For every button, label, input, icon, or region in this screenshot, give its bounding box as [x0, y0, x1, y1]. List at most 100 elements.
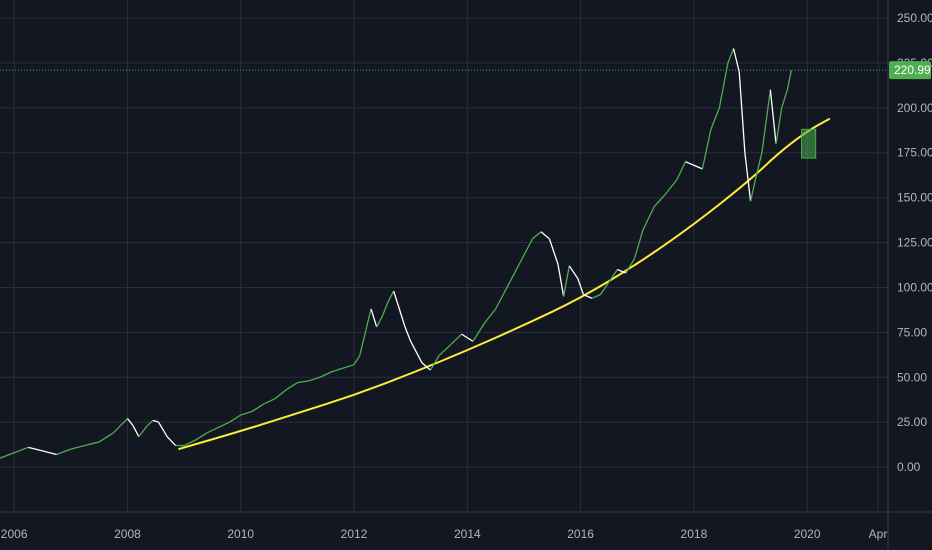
time-tick-label: 2012: [341, 527, 368, 541]
price-segment: [557, 263, 565, 297]
price-segment: [562, 265, 570, 297]
price-segment: [376, 315, 383, 328]
price-segment: [438, 344, 451, 357]
price-segment: [353, 355, 361, 366]
price-tick-label: 75.00: [897, 325, 927, 339]
price-tick-label: 175.00: [897, 146, 932, 160]
price-segment: [195, 432, 208, 441]
price-segment: [297, 380, 309, 384]
price-segment: [387, 290, 395, 303]
price-segment: [495, 287, 508, 310]
price-segment: [548, 238, 559, 265]
price-segment: [718, 62, 729, 108]
price-segment: [0, 452, 15, 459]
price-tick-label: 25.00: [897, 415, 927, 429]
price-segment: [532, 231, 542, 240]
price-segment: [749, 175, 757, 202]
time-axis[interactable]: 2006 2008 2010 2012 2014 2016 2018 2020 Apr: [1, 527, 888, 541]
price-tick-label: 250.00: [897, 11, 932, 25]
price-segment: [781, 89, 788, 108]
time-tick-label: 2008: [114, 527, 141, 541]
price-segment: [472, 323, 485, 342]
price-segment: [421, 362, 431, 371]
price-segment: [398, 308, 406, 328]
price-segment: [183, 439, 196, 447]
price-segment: [126, 418, 134, 427]
price-segment: [158, 421, 168, 437]
price-segment: [617, 268, 627, 274]
price-segment: [568, 265, 579, 279]
price-segment: [710, 107, 720, 130]
time-tick-label: Apr: [869, 527, 888, 541]
price-segment: [665, 179, 678, 195]
price-segment: [466, 337, 474, 342]
time-tick-label: 2020: [794, 527, 821, 541]
price-segment: [701, 129, 712, 170]
price-segment: [599, 281, 610, 295]
price-segment: [229, 414, 242, 423]
price-segment: [28, 446, 43, 452]
price-segment: [166, 436, 177, 446]
price-segment: [42, 450, 57, 456]
price-tick-label: 200.00: [897, 101, 932, 115]
price-segment: [364, 308, 372, 333]
price-segment: [404, 326, 412, 342]
price-segment: [786, 69, 792, 90]
price-segment: [744, 152, 752, 202]
price-segment: [685, 161, 695, 166]
price-segment: [251, 403, 264, 412]
price-segment: [308, 376, 321, 382]
price-segment: [331, 367, 343, 373]
price-segment: [653, 193, 667, 208]
trendline[interactable]: [178, 117, 831, 451]
price-segment: [138, 425, 148, 437]
price-segment: [84, 441, 100, 447]
price-segment: [642, 206, 655, 231]
price-segment: [633, 229, 644, 259]
price-segment: [342, 364, 355, 369]
price-tick-label: 50.00: [897, 370, 927, 384]
price-segment: [274, 389, 287, 400]
price-segment: [506, 265, 519, 288]
price-segment: [540, 231, 550, 240]
price-segment: [206, 426, 219, 434]
time-tick-label: 2006: [1, 527, 28, 541]
time-tick-label: 2016: [567, 527, 594, 541]
price-segment: [263, 398, 276, 405]
price-segment: [449, 333, 463, 346]
price-segment: [755, 152, 763, 177]
price-segment: [577, 278, 585, 295]
price-segment: [319, 371, 332, 378]
price-segment: [608, 269, 618, 283]
price-segment: [732, 48, 740, 73]
time-tick-label: 2014: [454, 527, 481, 541]
price-tick-label: 0.00: [897, 460, 921, 474]
price-segment: [285, 382, 298, 391]
price-segment: [591, 294, 601, 299]
price-segment: [761, 89, 772, 153]
price-segment: [410, 341, 423, 364]
price-segment: [370, 308, 378, 328]
price-segment: [70, 444, 86, 450]
time-tick-label: 2010: [227, 527, 254, 541]
price-segment: [240, 410, 253, 416]
price-segment: [112, 418, 128, 434]
price-axis[interactable]: 250.00225.00200.00175.00150.00125.00100.…: [889, 11, 932, 474]
price-segment: [152, 419, 159, 423]
price-tick-label: 150.00: [897, 191, 932, 205]
price-tick-label: 100.00: [897, 280, 932, 294]
price-segment: [13, 446, 29, 454]
price-segment: [56, 448, 72, 456]
marker-box[interactable]: [801, 128, 817, 159]
price-segment: [676, 161, 686, 180]
price-segment: [775, 107, 783, 144]
price-segment: [583, 294, 593, 299]
price-segment: [217, 421, 230, 429]
price-segment: [381, 301, 389, 317]
price-tick-label: 125.00: [897, 236, 932, 250]
price-segment: [146, 419, 154, 427]
price-segment: [727, 48, 735, 64]
time-tick-label: 2018: [681, 527, 708, 541]
